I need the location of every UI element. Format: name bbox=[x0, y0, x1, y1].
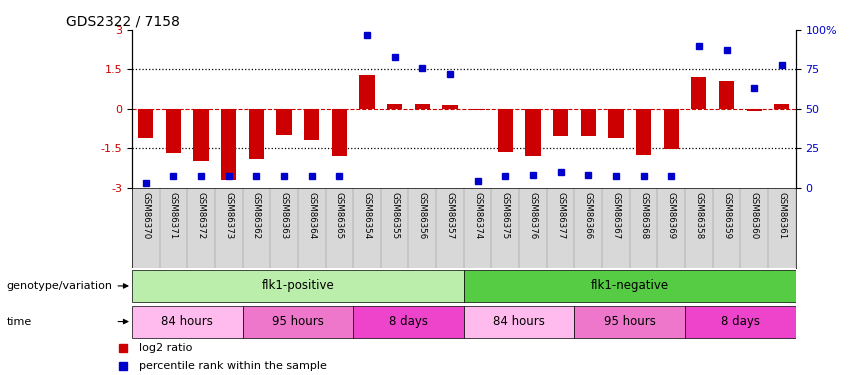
Text: genotype/variation: genotype/variation bbox=[7, 281, 112, 291]
Text: log2 ratio: log2 ratio bbox=[140, 343, 192, 353]
Bar bbox=[691, 77, 706, 109]
Text: 84 hours: 84 hours bbox=[162, 315, 213, 328]
Bar bbox=[138, 109, 153, 138]
Bar bbox=[359, 75, 374, 109]
Bar bbox=[746, 109, 762, 111]
Text: GSM86372: GSM86372 bbox=[197, 192, 206, 239]
Bar bbox=[664, 109, 679, 149]
Text: flk1-negative: flk1-negative bbox=[591, 279, 669, 292]
Bar bbox=[464, 306, 574, 338]
Text: GDS2322 / 7158: GDS2322 / 7158 bbox=[66, 15, 180, 29]
Bar bbox=[608, 109, 624, 138]
Bar bbox=[277, 109, 292, 135]
Text: GSM86368: GSM86368 bbox=[639, 192, 648, 239]
Text: percentile rank within the sample: percentile rank within the sample bbox=[140, 361, 327, 371]
Text: GSM86364: GSM86364 bbox=[307, 192, 317, 239]
Bar bbox=[132, 270, 464, 302]
Bar bbox=[387, 104, 403, 109]
Text: GSM86370: GSM86370 bbox=[141, 192, 151, 239]
Text: GSM86363: GSM86363 bbox=[279, 192, 288, 239]
Bar bbox=[132, 306, 243, 338]
Bar bbox=[470, 109, 485, 110]
Text: 84 hours: 84 hours bbox=[494, 315, 545, 328]
Text: 95 hours: 95 hours bbox=[604, 315, 655, 328]
Text: GSM86360: GSM86360 bbox=[750, 192, 759, 239]
Text: GSM86369: GSM86369 bbox=[666, 192, 676, 238]
Text: time: time bbox=[7, 316, 31, 327]
Text: GSM86362: GSM86362 bbox=[252, 192, 261, 239]
Bar bbox=[774, 104, 790, 109]
Text: 8 days: 8 days bbox=[389, 315, 428, 328]
Text: GSM86355: GSM86355 bbox=[390, 192, 399, 239]
Bar bbox=[243, 306, 353, 338]
Text: GSM86361: GSM86361 bbox=[777, 192, 786, 239]
Bar bbox=[414, 104, 430, 109]
Text: flk1-positive: flk1-positive bbox=[261, 279, 334, 292]
Text: GSM86377: GSM86377 bbox=[556, 192, 565, 239]
Text: GSM86354: GSM86354 bbox=[363, 192, 372, 239]
Bar bbox=[636, 109, 651, 154]
Bar bbox=[525, 109, 540, 156]
Bar bbox=[221, 109, 237, 180]
Text: GSM86371: GSM86371 bbox=[168, 192, 178, 239]
Bar bbox=[719, 81, 734, 109]
Text: GSM86357: GSM86357 bbox=[445, 192, 454, 239]
Text: GSM86373: GSM86373 bbox=[224, 192, 233, 239]
Bar bbox=[304, 109, 319, 140]
Bar bbox=[580, 109, 596, 136]
Bar bbox=[248, 109, 264, 159]
Text: GSM86365: GSM86365 bbox=[334, 192, 344, 239]
Text: GSM86356: GSM86356 bbox=[418, 192, 427, 239]
Bar bbox=[193, 109, 208, 161]
Text: GSM86366: GSM86366 bbox=[584, 192, 593, 239]
Bar bbox=[443, 105, 458, 109]
Text: 8 days: 8 days bbox=[721, 315, 760, 328]
Bar bbox=[498, 109, 513, 152]
Text: GSM86375: GSM86375 bbox=[500, 192, 510, 239]
Text: GSM86376: GSM86376 bbox=[528, 192, 538, 239]
Text: GSM86374: GSM86374 bbox=[473, 192, 483, 239]
Bar bbox=[553, 109, 568, 136]
Text: GSM86367: GSM86367 bbox=[611, 192, 620, 239]
Text: GSM86358: GSM86358 bbox=[694, 192, 704, 239]
Text: 95 hours: 95 hours bbox=[272, 315, 323, 328]
Bar bbox=[685, 306, 796, 338]
Bar bbox=[574, 306, 685, 338]
Bar bbox=[464, 270, 796, 302]
Bar bbox=[353, 306, 464, 338]
Bar bbox=[166, 109, 181, 153]
Bar bbox=[332, 109, 347, 156]
Text: GSM86359: GSM86359 bbox=[722, 192, 731, 238]
